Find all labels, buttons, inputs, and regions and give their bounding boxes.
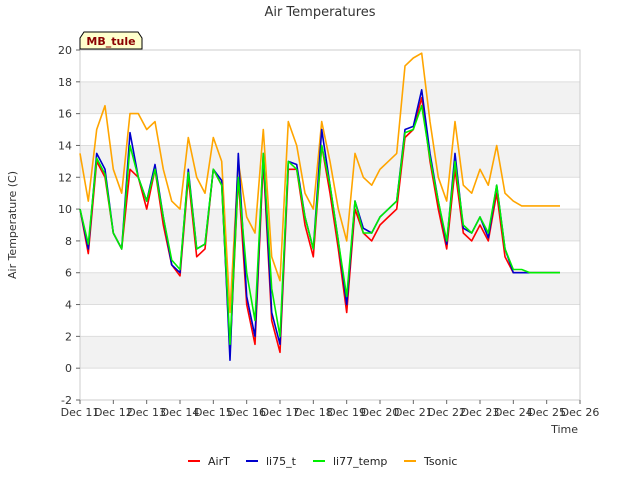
background-band (80, 50, 580, 82)
station-label-box: MB_tule (79, 31, 143, 50)
background-band (80, 113, 580, 146)
background-band (80, 304, 580, 337)
y-tick-label: 12 (58, 171, 72, 184)
y-tick-label: 0 (65, 362, 72, 375)
series-lines (79, 52, 560, 362)
y-tick-label: 4 (65, 299, 72, 312)
x-tick-label: Dec 22 (427, 406, 466, 419)
x-tick-label: Dec 17 (261, 406, 300, 419)
x-tick-label: Dec 19 (327, 406, 366, 419)
x-tick-label: Dec 18 (294, 406, 333, 419)
legend-label: li75_t (266, 455, 297, 468)
y-tick-label: -2 (61, 394, 72, 407)
legend-label: AirT (208, 455, 230, 468)
y-axis-title: Air Temperature (C) (6, 171, 19, 279)
plot-frame (79, 49, 581, 401)
x-tick-label: Dec 14 (161, 406, 200, 419)
x-tick-label: Dec 15 (194, 406, 233, 419)
y-tick-label: 6 (65, 267, 72, 280)
x-tick-label: Dec 21 (394, 406, 433, 419)
x-axis-title: Time (550, 423, 578, 436)
x-tick-label: Dec 13 (127, 406, 166, 419)
y-tick-label: 20 (58, 44, 72, 57)
x-tick-label: Dec 12 (94, 406, 133, 419)
background-band (80, 368, 580, 400)
y-tick-label: 18 (58, 76, 72, 89)
series-line-li77-temp (79, 104, 560, 346)
background-band (80, 240, 580, 273)
y-tick-label: 10 (58, 203, 72, 216)
grid-lines (80, 49, 580, 401)
background-band (80, 272, 580, 305)
plot-background-bands (80, 50, 580, 400)
x-tick-label: Dec 24 (494, 406, 533, 419)
legend-label: li77_temp (333, 455, 387, 468)
x-tick-label: Dec 16 (227, 406, 266, 419)
x-tick-label: Dec 23 (461, 406, 500, 419)
chart-title: Air Temperatures (264, 5, 375, 20)
legend: AirT li75_t li77_temp Tsonic (188, 455, 457, 468)
background-band (80, 81, 580, 114)
station-label-shape (79, 31, 143, 50)
y-tick-label: 2 (65, 330, 72, 343)
background-band (80, 209, 580, 241)
station-label: MB_tule (86, 35, 135, 48)
x-tick-label: Dec 26 (561, 406, 600, 419)
x-tick-label: Dec 11 (61, 406, 100, 419)
legend-label: Tsonic (423, 455, 457, 468)
background-band (80, 336, 580, 369)
y-axis-ticks: -2 0 2 4 6 8 10 12 14 16 18 20 (58, 44, 80, 407)
x-tick-label: Dec 25 (527, 406, 566, 419)
y-tick-label: 8 (65, 235, 72, 248)
x-tick-label: Dec 20 (361, 406, 400, 419)
y-tick-label: 14 (58, 139, 72, 152)
y-tick-label: 16 (58, 108, 72, 121)
series-line-tsonic (79, 52, 560, 314)
